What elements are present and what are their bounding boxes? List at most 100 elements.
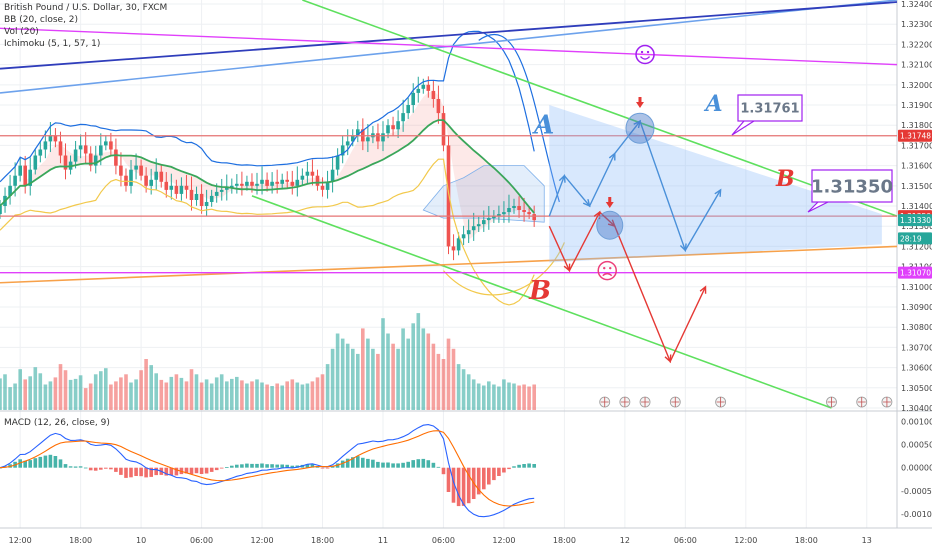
candle-body	[0, 206, 2, 215]
volume-bar	[275, 383, 279, 410]
callout-price-label: 1.31350	[811, 176, 893, 197]
candle-body	[250, 181, 254, 186]
volume-bar	[270, 386, 274, 410]
volume-bar	[446, 338, 451, 410]
candle-body	[219, 189, 224, 192]
volume-bar	[265, 384, 269, 410]
macd-histogram-bar	[497, 467, 501, 476]
macd-histogram-bar	[507, 467, 511, 470]
macd-histogram-bar	[119, 467, 123, 475]
volume-bar	[144, 359, 148, 410]
price-badge-label: 28:19	[900, 234, 922, 243]
macd-histogram-bar	[88, 467, 93, 471]
volume-bar	[260, 382, 264, 410]
volume-bar	[169, 376, 174, 410]
bollinger-bands	[0, 30, 565, 306]
volume-bar	[371, 348, 375, 410]
smiley-sad-eye-right	[609, 266, 612, 270]
candle-body	[340, 145, 345, 156]
volume-bar	[335, 333, 340, 410]
volume-bar	[83, 388, 88, 410]
target-ellipse-top	[625, 112, 655, 144]
candle-body	[48, 135, 53, 142]
macd-histogram-bar	[532, 464, 536, 468]
candle-body	[482, 220, 486, 225]
price-tick-label: 1.31200	[901, 242, 932, 251]
callout-box	[811, 169, 893, 203]
macd-histogram-bar	[104, 467, 108, 469]
scenario-b-arrows	[548, 210, 707, 364]
volume-bar	[466, 374, 471, 410]
macd-histogram-bar	[245, 463, 249, 468]
volume-bar	[219, 374, 224, 410]
macd-histogram-bar	[406, 461, 410, 468]
macd-histogram-bar	[386, 462, 390, 468]
time-tick-label: 12:00	[9, 536, 32, 545]
candle-body	[275, 181, 279, 184]
volume-bar	[199, 382, 204, 410]
smiley-happy-eye-left	[640, 50, 644, 54]
event-globe-icon-mark	[857, 397, 866, 407]
candle-body	[230, 185, 234, 188]
volume-bar	[179, 377, 184, 410]
scenario-letter: B	[775, 166, 795, 192]
macd-histogram-bar	[502, 467, 506, 473]
volume-bar	[305, 383, 310, 410]
macd-histogram-bar	[466, 467, 471, 504]
macd-histogram-bar	[305, 464, 310, 468]
candle-body	[436, 99, 441, 114]
volume-bar	[124, 374, 128, 410]
price-candles	[0, 76, 536, 261]
price-tick-label: 1.30400	[901, 404, 932, 413]
volume-bar	[295, 382, 300, 410]
macd-histogram-bar	[68, 466, 73, 468]
candle-body	[99, 145, 103, 156]
macd-histogram-bar	[421, 458, 426, 468]
target-ellipse-bottom	[596, 210, 624, 240]
scenario-b-arrows-head	[563, 263, 571, 273]
price-badge-label: 1.31748	[900, 132, 931, 141]
candle-body	[93, 155, 98, 166]
scenario-a-arrows-head	[679, 243, 687, 252]
price-tick-label: 1.31900	[901, 101, 932, 110]
legend-vol: Vol (20)	[4, 27, 39, 37]
candle-body	[502, 212, 506, 215]
candle-body	[426, 84, 431, 91]
candle-body	[446, 145, 451, 247]
trend-lines	[0, 0, 898, 409]
macd-histogram-bar	[240, 464, 244, 468]
legend-ichimoku: Ichimoku (5, 1, 57, 1)	[4, 39, 101, 49]
smiley-happy-eye-right	[646, 50, 650, 54]
volume-bar	[396, 348, 400, 410]
candle-body	[416, 88, 421, 93]
candle-body	[154, 171, 158, 180]
volume-bar	[456, 364, 461, 410]
volume-bar	[401, 328, 405, 410]
trend-line-green-upper	[302, 0, 898, 217]
macd-histogram-bar	[28, 460, 32, 468]
volume-bar	[527, 386, 531, 410]
macd-histogram-bar	[230, 465, 234, 468]
candle-body	[461, 234, 466, 239]
candle-body	[512, 206, 516, 208]
callout-box	[737, 94, 803, 122]
event-globe-icon-mark	[600, 397, 609, 407]
volume-bar	[325, 364, 330, 410]
candle-body	[18, 165, 22, 176]
candle-body	[209, 195, 214, 202]
volume-bar	[78, 375, 83, 410]
volume-bar	[482, 385, 486, 410]
volume-bar	[492, 384, 496, 410]
macd-histogram-bar	[270, 464, 274, 468]
candle-body	[476, 224, 481, 227]
macd-histogram-bar	[411, 460, 415, 468]
price-tick-label: 1.30500	[901, 384, 932, 393]
candle-body	[441, 113, 446, 146]
price-tick-label: 1.31800	[901, 121, 932, 130]
macd-tick-label: 0.00000	[901, 464, 932, 473]
volume-bar	[194, 374, 199, 410]
macd-histogram-bar	[164, 467, 169, 476]
price-tick-label: 1.32100	[901, 61, 932, 70]
